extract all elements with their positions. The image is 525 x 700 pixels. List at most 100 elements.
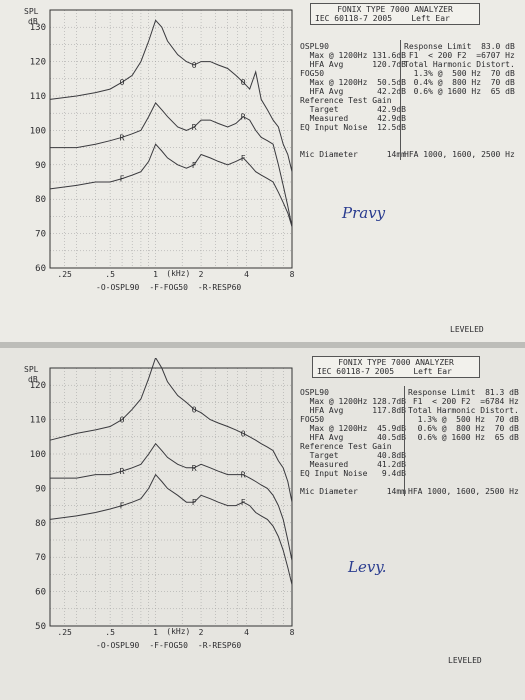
info-line: EQ Input Noise 9.4dB	[300, 469, 406, 478]
info-line	[404, 114, 515, 123]
series-marker: R	[241, 471, 246, 480]
series-marker: R	[120, 467, 125, 476]
info-line: Mic Diameter 14mm	[300, 150, 406, 159]
x-tick-label: 8	[290, 270, 295, 279]
legend-entry: -R-RESP60	[198, 283, 242, 292]
y-tick-label: 90	[35, 161, 46, 171]
info-line: HFA 1000, 1600, 2500 Hz	[404, 150, 515, 159]
series-line	[49, 143, 293, 227]
x-tick-label: 1	[153, 270, 158, 279]
info-line	[404, 141, 515, 150]
info-line: OSPL90	[300, 388, 329, 397]
column-divider	[400, 40, 401, 160]
analyzer-header: FONIX TYPE 7000 ANALYZER IEC 60118-7 200…	[312, 356, 480, 378]
x-tick-label: 8	[290, 628, 295, 637]
x-tick-label: 1	[153, 628, 158, 637]
x-tick-label: 2	[199, 270, 204, 279]
info-line	[408, 469, 519, 478]
info-line: F1 < 200 F2 =6784 Hz	[408, 397, 519, 406]
info-line: Measured 41.2dB	[300, 460, 406, 469]
info-line: HFA Avg 117.8dB	[300, 406, 406, 415]
x-tick-label: .25	[57, 270, 72, 279]
series-marker: O	[120, 416, 125, 425]
report-sheet-left-ear: SPL dB 50 60 70 80 90 100 110 120 .25 .5 1 2 4 8 (kHz) -O…	[0, 348, 525, 700]
ear-label: Left Ear	[411, 14, 450, 23]
y-tick-label: 80	[35, 195, 46, 205]
report-sheet-right-ear: SPL dB 60 70 80 90 100 110 120 130.25.5 1 2 4 8 (kHz) -…	[0, 0, 525, 342]
series-marker: F	[241, 154, 246, 163]
series-marker: O	[192, 405, 197, 414]
info-line	[404, 105, 515, 114]
legend-entry: -O-OSPL90	[96, 641, 140, 650]
series-line	[50, 102, 293, 227]
info-line: Target 42.9dB	[300, 105, 406, 114]
series-marker: R	[192, 123, 197, 132]
legend-entry: -F-FOG50	[149, 641, 188, 650]
info-line: OSPL90	[300, 42, 329, 51]
y-tick-label: 90	[35, 484, 46, 494]
series-marker: O	[241, 429, 246, 438]
limits-distortion-summary: Response Limit 83.0 dB F1 < 200 F2 =6707…	[404, 42, 515, 159]
info-line	[404, 123, 515, 132]
legend-entry: -F-FOG50	[149, 283, 188, 292]
series-marker: F	[192, 498, 197, 507]
info-line: Total Harmonic Distort.	[408, 406, 519, 415]
y-tick-label: 60	[35, 588, 46, 598]
y-tick-label: 120	[30, 58, 46, 68]
plot-frame	[49, 367, 293, 627]
analyzer-title: FONIX TYPE 7000 ANALYZER	[337, 5, 453, 14]
info-line: Reference Test Gain	[300, 96, 392, 105]
analyzer-header: FONIX TYPE 7000 ANALYZER IEC 60118-7 200…	[310, 3, 480, 25]
x-tick-label: 4	[244, 270, 249, 279]
info-line: Max @ 1200Hz 45.9dB	[300, 424, 406, 433]
series-marker: R	[120, 133, 125, 142]
info-line: Max @ 1200Hz 50.5dB	[300, 78, 406, 87]
info-line: 1.3% @ 500 Hz 70 dB	[404, 69, 515, 78]
y-axis-unit: dB	[28, 17, 38, 26]
info-line	[300, 478, 406, 487]
info-line	[408, 451, 519, 460]
series-marker: R	[241, 113, 246, 122]
info-line: Total Harmonic Distort.	[404, 60, 515, 69]
info-line: EQ Input Noise 12.5dB	[300, 123, 406, 132]
series-line	[49, 19, 293, 172]
y-tick-label: 130	[30, 23, 46, 33]
info-line: HFA Avg 40.5dB	[300, 433, 406, 442]
info-line: Max @ 1200Hz 128.7dB	[300, 397, 406, 406]
info-line: 0.6% @ 800 Hz 70 dB	[408, 424, 519, 433]
sheet-separator	[0, 342, 525, 348]
info-line: FOG50	[300, 415, 325, 424]
info-line: 1.3% @ 500 Hz 70 dB	[408, 415, 519, 424]
info-line: 0.6% @ 1600 Hz 65 dB	[404, 87, 515, 96]
measurement-summary: OSPL90 Max @ 1200Hz 128.7dB HFA Avg 117.…	[300, 388, 406, 496]
info-line: HFA Avg 42.2dB	[300, 87, 406, 96]
x-tick-label: .5	[105, 270, 115, 279]
info-line: Mic Diameter 14mm	[300, 487, 406, 496]
y-tick-label: 70	[35, 553, 46, 563]
legend-entry: -R-RESP60	[198, 641, 242, 650]
series-marker: O	[120, 78, 125, 87]
y-tick-label: 100	[30, 450, 46, 460]
info-line: 0.4% @ 800 Hz 70 dB	[404, 78, 515, 87]
handwritten-note: Pravy	[342, 204, 386, 222]
limits-distortion-summary: Response Limit 81.3 dB F1 < 200 F2 =6784…	[408, 388, 519, 496]
x-tick-label: 4	[244, 628, 249, 637]
series-line	[49, 358, 293, 503]
info-line	[408, 478, 519, 487]
info-line	[404, 96, 515, 105]
info-line: Measured 42.9dB	[300, 114, 406, 123]
chart-legend: -O-OSPL90 -F-FOG50 -R-RESP60	[96, 641, 241, 650]
series-marker: F	[192, 161, 197, 170]
series-marker: F	[241, 498, 246, 507]
info-line: HFA Avg 120.7dB	[300, 60, 406, 69]
info-line: Max @ 1200Hz 131.6dB	[300, 51, 406, 60]
info-line: FOG50	[300, 69, 325, 78]
y-tick-label: 110	[30, 92, 46, 102]
series-line	[49, 473, 293, 585]
info-line	[404, 132, 515, 141]
info-line	[408, 460, 519, 469]
y-axis-title: SPL	[24, 7, 39, 16]
x-tick-label: .25	[57, 628, 72, 637]
info-line	[300, 141, 406, 150]
